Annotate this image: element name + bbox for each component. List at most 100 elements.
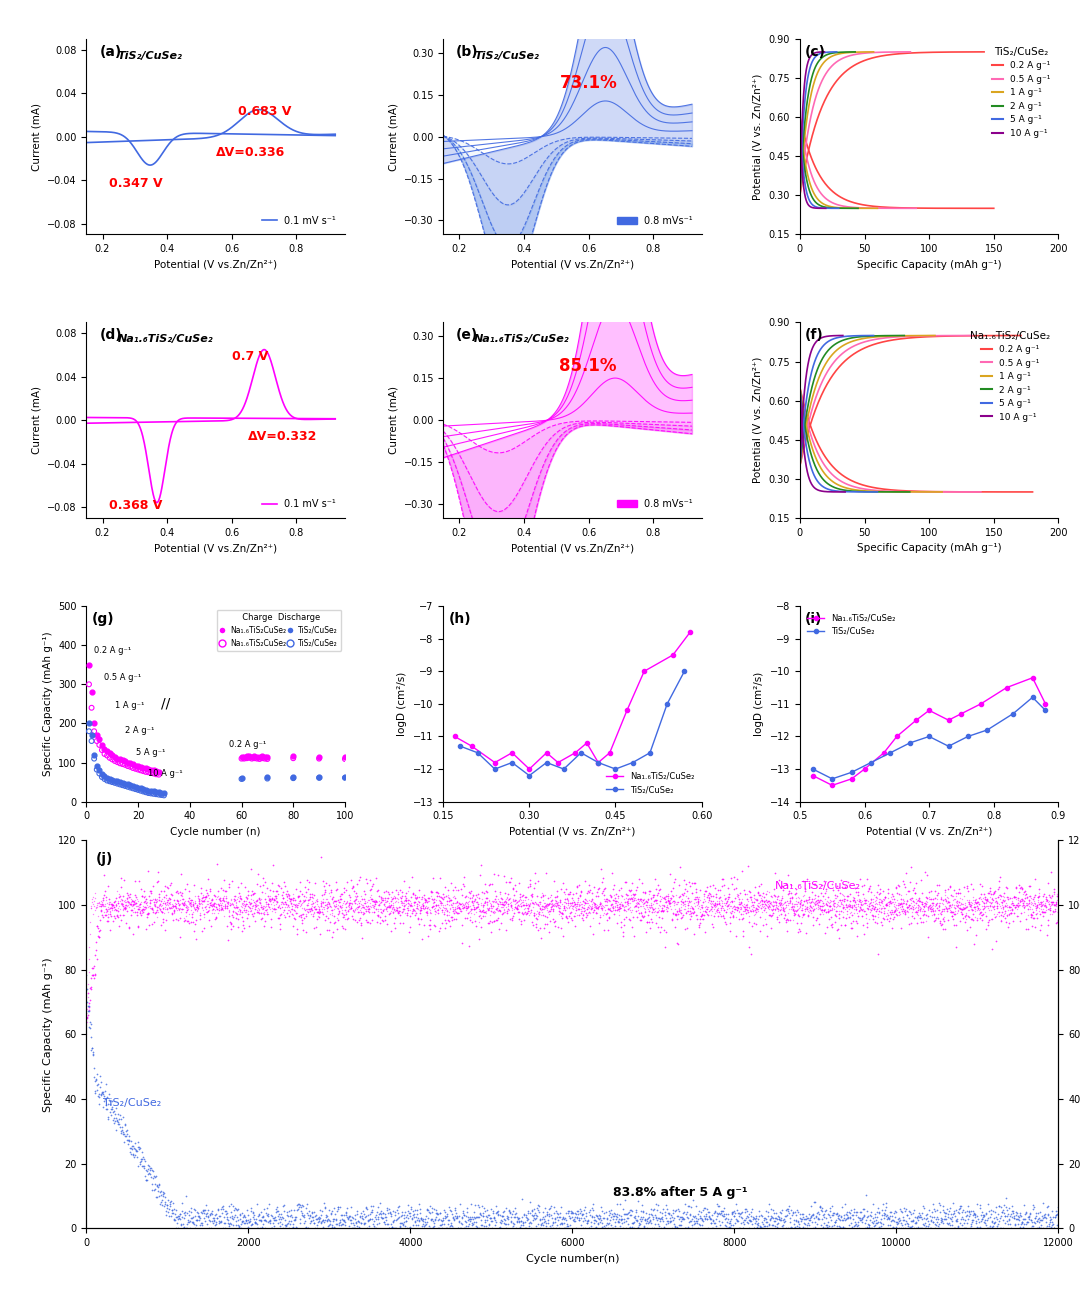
Point xyxy=(519,1209,537,1230)
Point xyxy=(923,1201,941,1222)
Point xyxy=(727,899,744,919)
Point xyxy=(342,1196,360,1217)
Point xyxy=(222,888,240,909)
Point xyxy=(653,887,671,908)
Point xyxy=(539,896,556,917)
Point xyxy=(1044,901,1062,922)
Point xyxy=(284,904,301,924)
Point xyxy=(334,1208,351,1228)
Point xyxy=(160,1205,177,1226)
Point xyxy=(948,882,966,903)
Point xyxy=(140,1155,158,1175)
Point xyxy=(261,890,279,910)
Point xyxy=(449,895,467,915)
Point xyxy=(523,900,540,921)
Point xyxy=(442,1213,459,1234)
Point xyxy=(985,899,1002,919)
Point xyxy=(378,881,395,901)
Point xyxy=(322,1210,339,1231)
Point xyxy=(958,1205,975,1226)
Point xyxy=(642,1204,659,1224)
Point xyxy=(504,878,522,899)
Point xyxy=(485,910,502,931)
Point xyxy=(806,895,823,915)
Point xyxy=(733,1208,751,1228)
Point xyxy=(132,781,149,802)
Point xyxy=(260,896,278,917)
Point xyxy=(670,904,687,924)
Point xyxy=(821,1206,838,1227)
Point xyxy=(320,892,337,913)
Point xyxy=(813,1209,831,1230)
Point xyxy=(375,900,392,921)
Point xyxy=(873,899,890,919)
Point xyxy=(737,899,754,919)
Point xyxy=(473,901,490,922)
Point xyxy=(986,899,1003,919)
Point xyxy=(961,1204,978,1224)
Point xyxy=(323,905,340,926)
Point xyxy=(636,882,653,903)
Point xyxy=(707,1215,725,1236)
Point xyxy=(521,875,538,896)
Point xyxy=(953,1208,970,1228)
Point xyxy=(792,893,809,914)
Point xyxy=(400,900,417,921)
Point xyxy=(143,763,160,784)
Point xyxy=(441,897,458,918)
Point xyxy=(289,892,307,913)
Point xyxy=(591,1212,608,1232)
Point xyxy=(584,891,602,912)
Point xyxy=(328,1214,346,1235)
Point xyxy=(507,896,524,917)
Point xyxy=(876,901,893,922)
Point xyxy=(713,892,730,913)
Point xyxy=(859,1217,876,1237)
Point xyxy=(424,868,442,888)
Point xyxy=(164,884,181,905)
Point xyxy=(376,892,393,913)
Point xyxy=(670,892,687,913)
Point xyxy=(193,891,211,912)
Point xyxy=(416,914,433,935)
Point xyxy=(635,899,652,919)
Point xyxy=(847,892,864,913)
Point xyxy=(496,882,513,903)
Point xyxy=(463,899,481,919)
Point xyxy=(882,1202,900,1223)
Point xyxy=(863,888,880,909)
Point xyxy=(324,891,341,912)
Point xyxy=(1042,888,1059,909)
Point xyxy=(635,1215,652,1236)
Point xyxy=(786,893,804,914)
X-axis label: Potential (V vs.Zn/Zn²⁺): Potential (V vs.Zn/Zn²⁺) xyxy=(511,543,634,553)
Point xyxy=(886,901,903,922)
Point xyxy=(1047,1206,1064,1227)
Point xyxy=(742,900,759,921)
Point xyxy=(408,1204,426,1224)
Point xyxy=(1032,1210,1050,1231)
Point xyxy=(878,895,895,915)
Point xyxy=(1049,1196,1066,1217)
Point xyxy=(246,895,264,915)
Point xyxy=(905,896,922,917)
Point xyxy=(258,899,275,919)
Point xyxy=(78,1024,95,1045)
Point xyxy=(961,896,978,917)
Point xyxy=(84,957,102,978)
Point xyxy=(118,1130,135,1151)
Point xyxy=(456,1204,473,1224)
Point xyxy=(112,910,130,931)
Point xyxy=(152,901,170,922)
Point xyxy=(89,949,106,970)
Point xyxy=(692,1208,710,1228)
Point xyxy=(796,1214,813,1235)
Point xyxy=(948,903,966,923)
Point xyxy=(622,888,639,909)
Point xyxy=(548,896,565,917)
Point xyxy=(410,914,428,935)
Point xyxy=(622,901,639,922)
Text: //: // xyxy=(161,697,170,711)
Point xyxy=(840,906,858,927)
Point xyxy=(352,893,369,914)
